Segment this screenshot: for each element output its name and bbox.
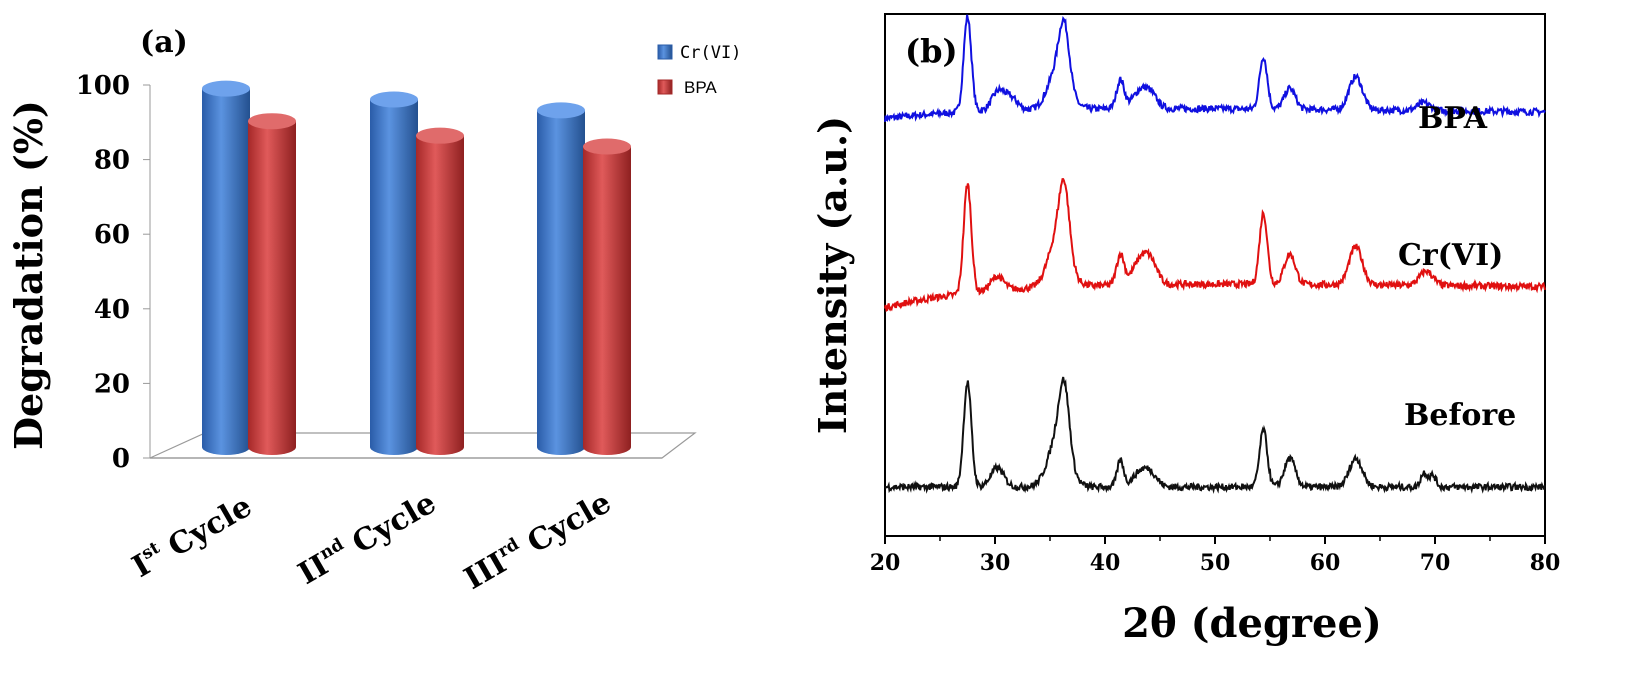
panel-a-y-ticks: 0 20 40 60 80 100 bbox=[76, 71, 150, 474]
panel-a-y-tick-label: 0 bbox=[112, 444, 130, 474]
xrd-curve-crvi bbox=[884, 178, 1546, 312]
xrd-curve-before bbox=[884, 376, 1546, 495]
panel-a-y-axis-label: Degradation (%) bbox=[6, 100, 51, 450]
panel-b-y-axis-label: Intensity (a.u.) bbox=[810, 116, 855, 434]
xrd-curve-bpa bbox=[884, 14, 1546, 122]
bar-bpa-cycle-2 bbox=[416, 127, 464, 455]
panel-b-plot-frame bbox=[884, 13, 1546, 537]
panel-a-label: (a) bbox=[140, 25, 188, 60]
legend-swatch-crvi bbox=[657, 44, 673, 60]
bar-crvi-cycle-3 bbox=[537, 102, 585, 455]
legend-label-crvi: Cr(VI) bbox=[680, 43, 741, 63]
legend-label-bpa: BPA bbox=[684, 78, 717, 97]
curve-label-bpa: BPA bbox=[1418, 101, 1488, 136]
panel-b-x-tick-label: 40 bbox=[1090, 550, 1121, 576]
bar-crvi-cycle-2 bbox=[370, 91, 418, 455]
panel-b-x-tick-label: 60 bbox=[1310, 550, 1341, 576]
panel-a-x-tick-label: IIndCycle bbox=[292, 485, 442, 592]
panel-a-x-tick-label: IstCycle bbox=[126, 488, 258, 585]
panel-b-x-tick-label: 20 bbox=[870, 550, 901, 576]
panel-a: (a) Degradation (%) 0 20 40 60 80 100 IstCycl… bbox=[6, 25, 741, 597]
panel-a-y-tick-label: 40 bbox=[94, 295, 130, 325]
panel-a-y-tick-label: 80 bbox=[94, 146, 130, 176]
curve-label-before: Before bbox=[1404, 398, 1516, 433]
panel-a-y-tick-label: 20 bbox=[94, 369, 130, 399]
bar-bpa-cycle-3 bbox=[583, 138, 631, 456]
panel-b: (b) Intensity (a.u.) 2θ (degree) 20 30 40 5… bbox=[810, 13, 1561, 647]
bar-bpa-cycle-1 bbox=[248, 113, 296, 455]
panel-a-bars bbox=[202, 80, 631, 456]
panel-b-x-tick-label: 80 bbox=[1530, 550, 1561, 576]
panel-a-x-tick-label: IIIrdCycle bbox=[458, 484, 617, 597]
panel-b-x-ticks: 20 30 40 50 60 70 80 bbox=[870, 536, 1561, 576]
panel-b-label: (b) bbox=[905, 32, 958, 70]
curve-label-crvi: Cr(VI) bbox=[1398, 238, 1503, 273]
panel-b-x-tick-label: 70 bbox=[1420, 550, 1451, 576]
panel-b-x-tick-label: 30 bbox=[980, 550, 1011, 576]
panel-b-x-tick-label: 50 bbox=[1200, 550, 1231, 576]
panel-b-x-axis-label: 2θ (degree) bbox=[1122, 600, 1382, 647]
legend-swatch-bpa bbox=[657, 79, 673, 95]
panel-a-y-tick-label: 100 bbox=[76, 71, 130, 101]
panel-a-y-tick-label: 60 bbox=[94, 220, 130, 250]
bar-crvi-cycle-1 bbox=[202, 80, 250, 456]
panel-b-curves bbox=[884, 14, 1546, 495]
panel-a-legend: Cr(VI) BPA bbox=[657, 43, 741, 97]
